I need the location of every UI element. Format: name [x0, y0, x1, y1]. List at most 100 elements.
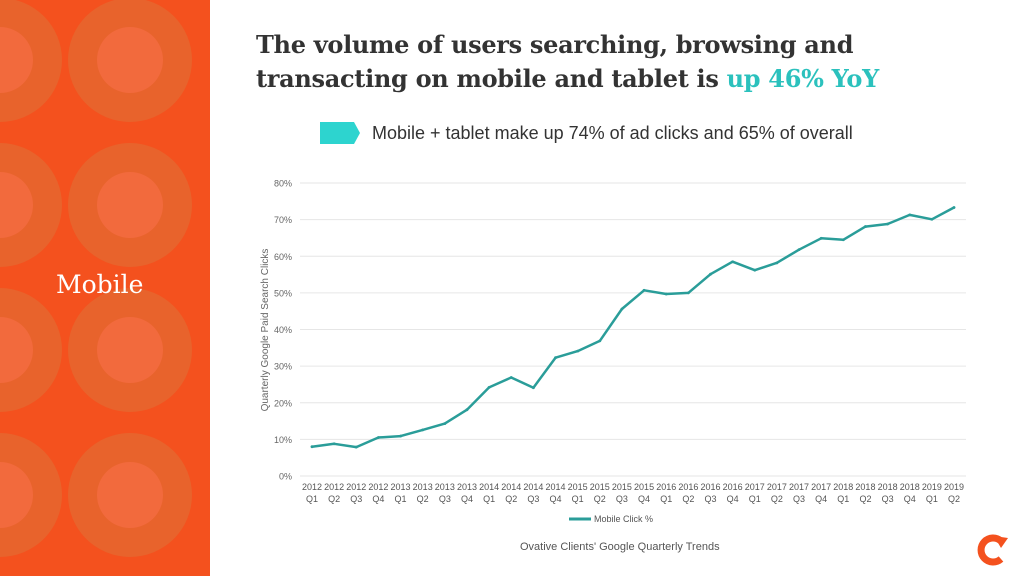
x-tick-label-year: 2013: [435, 482, 455, 492]
data-point: [377, 436, 380, 439]
sidebar-circle-shape: [0, 172, 33, 238]
x-tick-label-quarter: Q3: [793, 494, 805, 504]
data-point: [332, 442, 336, 446]
x-tick-label-year: 2012: [324, 482, 344, 492]
data-point: [952, 206, 956, 209]
x-tick-label-year: 2013: [413, 482, 433, 492]
sidebar-circle-shape: [97, 462, 163, 528]
x-tick-label-quarter: Q4: [815, 494, 827, 504]
x-tick-label-quarter: Q1: [926, 494, 938, 504]
x-tick-label-year: 2013: [457, 482, 477, 492]
data-point: [797, 248, 801, 252]
x-tick-label-quarter: Q2: [859, 494, 871, 504]
x-tick-label-year: 2012: [346, 482, 366, 492]
headline-line-1: The volume of users searching, browsing …: [256, 30, 854, 59]
x-tick-label-quarter: Q1: [306, 494, 318, 504]
y-axis-label: Quarterly Google Paid Search Clicks: [260, 249, 271, 412]
data-point: [598, 339, 602, 343]
x-tick-label-year: 2016: [723, 482, 743, 492]
series-line: [310, 206, 956, 449]
data-point: [531, 386, 535, 390]
section-label: Mobile: [56, 270, 144, 299]
data-point: [576, 349, 580, 353]
data-point: [465, 408, 469, 412]
x-tick-label-quarter: Q2: [771, 494, 783, 504]
data-point: [709, 272, 712, 276]
data-point: [864, 225, 867, 228]
x-tick-label-quarter: Q1: [837, 494, 849, 504]
x-tick-label-quarter: Q4: [372, 494, 384, 504]
x-tick-label-year: 2013: [391, 482, 411, 492]
data-point: [554, 356, 557, 360]
x-tick-label-year: 2014: [523, 482, 543, 492]
data-point: [620, 307, 624, 311]
x-tick-label-quarter: Q1: [749, 494, 761, 504]
data-point: [753, 268, 757, 272]
x-tick-label-year: 2018: [833, 482, 853, 492]
x-tick-label-quarter: Q2: [948, 494, 960, 504]
x-tick-label-quarter: Q2: [505, 494, 517, 504]
sidebar-circle-shape: [97, 27, 163, 93]
data-point: [731, 260, 735, 264]
headline-accent: up 46% YoY: [726, 64, 880, 93]
x-tick-label-year: 2017: [745, 482, 765, 492]
x-tick-label-year: 2016: [700, 482, 720, 492]
x-tick-label-quarter: Q2: [594, 494, 606, 504]
x-tick-label-year: 2017: [789, 482, 809, 492]
x-tick-label-year: 2018: [855, 482, 875, 492]
x-tick-label-year: 2019: [922, 482, 942, 492]
x-tick-label-quarter: Q2: [417, 494, 429, 504]
sidebar-circle-shape: [97, 317, 163, 383]
legend-label: Mobile Click %: [594, 514, 653, 524]
x-tick-label-year: 2014: [546, 482, 566, 492]
x-tick-label-quarter: Q3: [704, 494, 716, 504]
x-tick-label-quarter: Q4: [727, 494, 739, 504]
sidebar-circle-shape: [0, 317, 33, 383]
y-tick-label: 70%: [274, 215, 292, 225]
x-tick-label-quarter: Q4: [638, 494, 650, 504]
x-tick-label-quarter: Q3: [439, 494, 451, 504]
brand-logo-icon: [977, 534, 1008, 566]
data-point: [841, 238, 845, 242]
x-tick-label-quarter: Q1: [395, 494, 407, 504]
x-tick-label-year: 2014: [501, 482, 521, 492]
headline-line-2-text: transacting on mobile and tablet is: [256, 64, 727, 93]
data-point: [642, 288, 646, 292]
y-tick-label: 20%: [274, 398, 292, 408]
data-point: [819, 236, 823, 240]
source-caption: Ovative Clients' Google Quarterly Trends: [520, 541, 720, 553]
x-tick-label-quarter: Q2: [328, 494, 340, 504]
headline-line-2: transacting on mobile and tablet is up 4…: [256, 62, 976, 96]
x-tick-label-year: 2016: [656, 482, 676, 492]
y-tick-label: 40%: [274, 325, 292, 335]
x-tick-label-quarter: Q3: [616, 494, 628, 504]
x-tick-label-year: 2018: [900, 482, 920, 492]
x-tick-label-year: 2016: [678, 482, 698, 492]
x-tick-label-year: 2019: [944, 482, 964, 492]
data-point: [930, 217, 934, 221]
data-point: [443, 422, 447, 426]
x-tick-label-quarter: Q1: [483, 494, 495, 504]
x-tick-label-year: 2012: [302, 482, 322, 492]
data-point: [421, 428, 425, 432]
data-point: [399, 434, 402, 438]
sidebar-circle-shape: [97, 172, 163, 238]
sidebar-circle-shape: [0, 462, 33, 528]
y-tick-label: 80%: [274, 179, 292, 189]
arrow-tag-icon: [320, 122, 360, 144]
x-tick-label-year: 2017: [767, 482, 787, 492]
x-tick-label-quarter: Q4: [904, 494, 916, 504]
x-tick-label-year: 2014: [479, 482, 499, 492]
data-point: [686, 291, 690, 295]
x-tick-label-quarter: Q3: [350, 494, 362, 504]
data-point: [354, 445, 358, 449]
x-tick-label-year: 2018: [878, 482, 898, 492]
data-point: [487, 385, 491, 389]
page-title: The volume of users searching, browsing …: [256, 28, 976, 96]
x-tick-label-quarter: Q1: [660, 494, 672, 504]
x-tick-label-year: 2015: [590, 482, 610, 492]
x-tick-label-quarter: Q2: [682, 494, 694, 504]
y-tick-label: 60%: [274, 252, 292, 262]
x-tick-label-quarter: Q4: [461, 494, 473, 504]
